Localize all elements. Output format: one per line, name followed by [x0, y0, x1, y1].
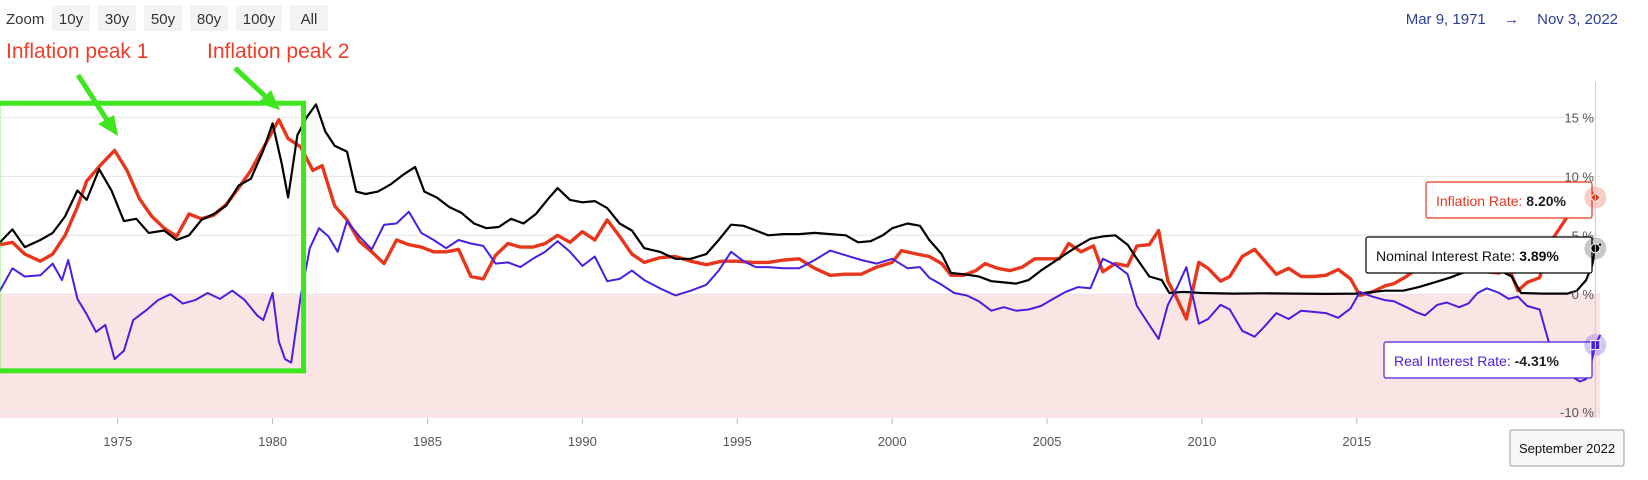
zoom-button-All[interactable]: All [290, 5, 328, 31]
tooltip-nominal: Nominal Interest Rate: 3.89% [1365, 236, 1593, 274]
zoom-button-label[interactable]: All [301, 11, 318, 28]
tooltip-real: Real Interest Rate: -4.31% [1383, 341, 1593, 379]
y-tick-label: 10 % [1564, 169, 1594, 184]
tooltip-real-label: Real Interest Rate [1394, 353, 1507, 369]
x-tick-label: 1980 [258, 434, 287, 449]
hover-markers [1584, 82, 1607, 418]
zoom-button-label[interactable]: 100y [243, 11, 276, 28]
zoom-button-100y[interactable]: 100y [236, 5, 282, 31]
x-tick-label: 1995 [723, 434, 752, 449]
x-tick-label: 2005 [1033, 434, 1062, 449]
annotation-inflation-peak-1: Inflation peak 1 [6, 40, 148, 63]
x-tick-label: 1975 [103, 434, 132, 449]
zoom-toolbar: Zoom 10y 30y 50y 80y 100y All [6, 5, 328, 31]
zoom-button-label[interactable]: 10y [59, 11, 84, 28]
x-tick-label: 1985 [413, 434, 442, 449]
zoom-button-label[interactable]: 30y [105, 11, 130, 28]
tooltip-inflation-label: Inflation Rate [1436, 193, 1519, 209]
tooltip-date: September 2022 [1509, 429, 1625, 467]
range-arrow-icon: → [1504, 11, 1519, 28]
zoom-button-10y[interactable]: 10y [52, 5, 90, 31]
highlight-box [0, 100, 307, 374]
tooltip-real-value: -4.31% [1515, 353, 1560, 369]
svg-text:Real Interest Rate: -4.31%: Real Interest Rate: -4.31% [1394, 353, 1560, 369]
range-to[interactable]: Nov 3, 2022 [1537, 11, 1618, 28]
x-tick-label: 2000 [878, 434, 907, 449]
x-tick-label: 2010 [1187, 434, 1216, 449]
zoom-button-label[interactable]: 50y [151, 11, 176, 28]
date-range-text[interactable]: Mar 9, 1971 → Nov 3, 2022 [1406, 11, 1618, 28]
zoom-button-80y[interactable]: 80y [190, 5, 228, 31]
zoom-button-50y[interactable]: 50y [144, 5, 182, 31]
y-tick-label: 15 % [1564, 110, 1594, 125]
x-tick-label: 1990 [568, 434, 597, 449]
annotation-arrow-1 [75, 73, 118, 136]
x-tick-label: 2015 [1342, 434, 1371, 449]
series-line-real [0, 210, 1601, 383]
tooltip-inflation: Inflation Rate: 8.20% [1425, 181, 1593, 219]
series-layer [0, 103, 1602, 383]
zoom-label: Zoom [6, 11, 44, 28]
series-line-nominal [0, 103, 1602, 295]
annotation-inflation-peak-2: Inflation peak 2 [207, 40, 349, 63]
tooltip-inflation-value: 8.20% [1526, 193, 1566, 209]
series-line-inflation [0, 118, 1598, 321]
tooltip-nominal-label: Nominal Interest Rate [1376, 248, 1512, 264]
zoom-button-30y[interactable]: 30y [98, 5, 136, 31]
svg-text:Nominal Interest Rate: 3.89%: Nominal Interest Rate: 3.89% [1376, 248, 1559, 264]
y-tick-label: 0 % [1572, 287, 1595, 302]
annotation-arrow-2 [233, 66, 280, 110]
svg-text:Inflation Rate: 8.20%: Inflation Rate: 8.20% [1436, 193, 1567, 209]
tooltip-nominal-value: 3.89% [1519, 248, 1559, 264]
y-tick-label: -10 % [1560, 405, 1594, 420]
negative-rate-band [0, 294, 1600, 418]
range-from[interactable]: Mar 9, 1971 [1406, 11, 1486, 28]
zoom-button-label[interactable]: 80y [197, 11, 222, 28]
date-range[interactable]: Mar 9, 1971 → Nov 3, 2022 [1406, 11, 1618, 28]
tooltip-date-text: September 2022 [1519, 441, 1615, 456]
x-axis: 1975 1980 1985 1990 1995 2000 2005 2010 2015 [103, 418, 1371, 449]
